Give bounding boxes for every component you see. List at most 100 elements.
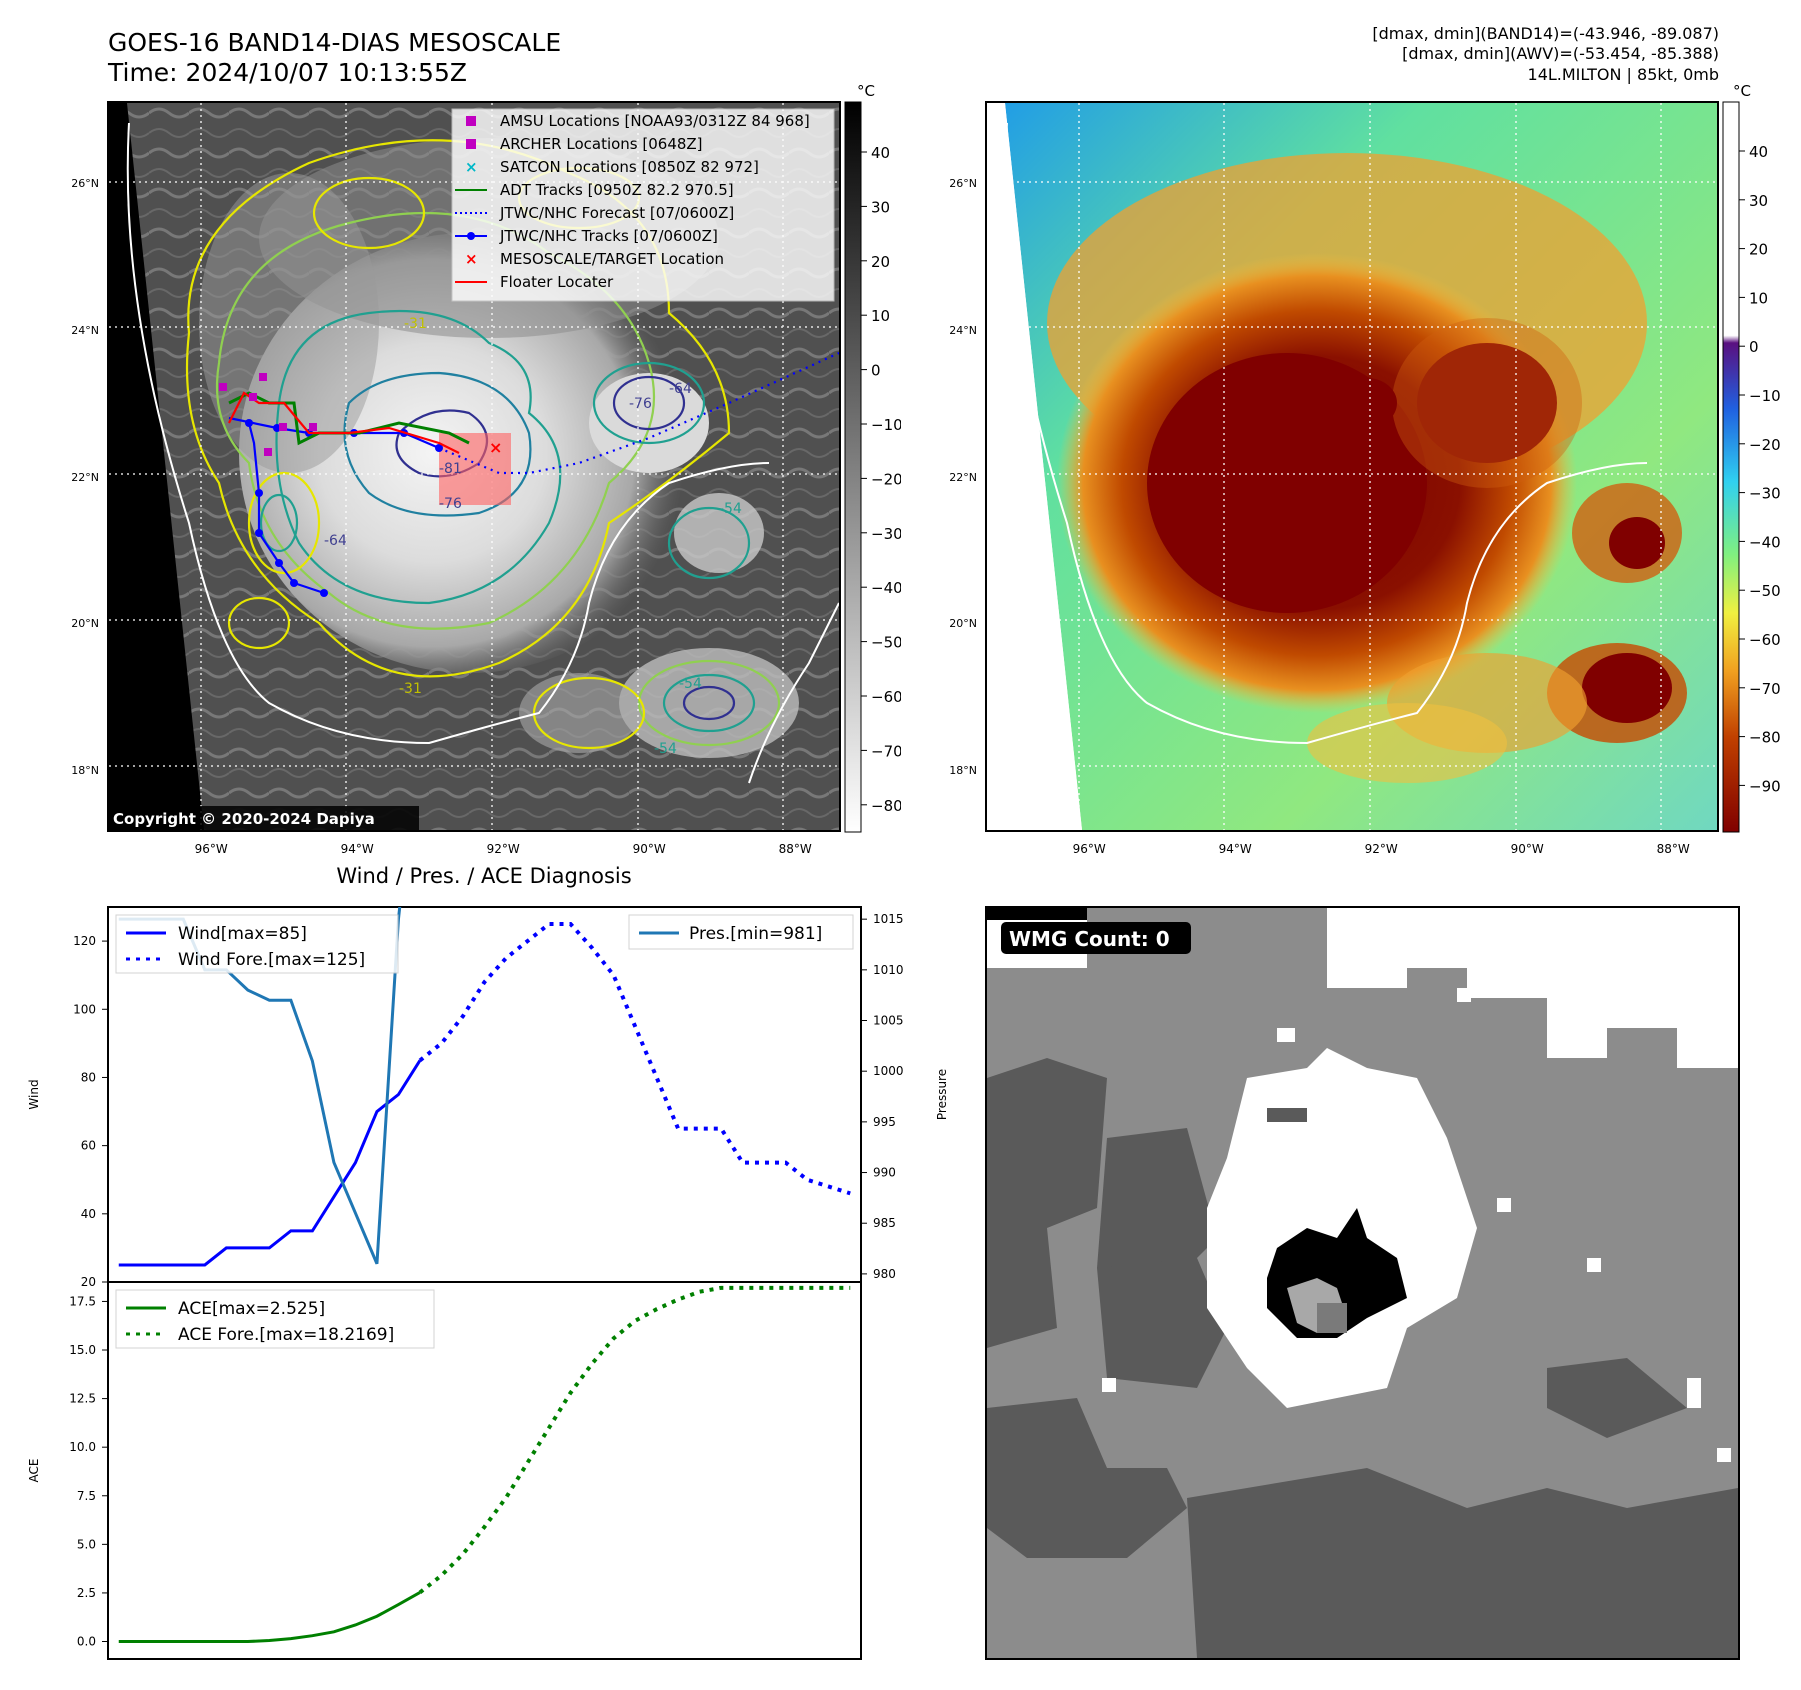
legend-label: Floater Locater	[500, 273, 614, 291]
colorbar-tick-label: −50	[1749, 582, 1781, 600]
svg-text:×: ×	[465, 158, 478, 176]
lon-tick-label: 96°W	[1072, 842, 1106, 856]
info-storm: 14L.MILTON | 85kt, 0mb	[1527, 65, 1719, 84]
adt-track	[228, 391, 470, 446]
pressure-legend: Pres.[min=981]	[628, 914, 854, 950]
ace-legend: ACE[max=2.525] ACE Fore.[max=18.2169]	[115, 1289, 435, 1349]
awv-colorbar-unit: °C	[1733, 85, 1751, 100]
colorbar-tick-label: −20	[1749, 436, 1781, 454]
colorbar-tick-label: 30	[1749, 192, 1768, 210]
pressure-tick-label: 1010	[873, 963, 904, 977]
colorbar-tick-label: 20	[1749, 241, 1768, 259]
diagnosis-chart: 120 100 80 60 40 20 1015 1010 1005 1000 995 990 985 9…	[27, 906, 949, 1660]
colorbar-tick-label: −10	[1749, 387, 1781, 405]
ir-colorbar: °C 40 30 20 10 0 −10 −20 −30 −40 −50 −60 −70 −80	[844, 85, 901, 833]
ace-axis-label: ACE	[27, 1459, 41, 1483]
wind-tick-label: 120	[73, 934, 96, 948]
figure-time: Time: 2024/10/07 10:13:55Z	[108, 58, 467, 87]
wmg-count-badge: WMG Count: 0	[1009, 927, 1170, 951]
lon-tick-label: 92°W	[1364, 842, 1398, 856]
colorbar-tick-label: 0	[1749, 338, 1759, 356]
wind-axis-label: Wind	[27, 1079, 41, 1109]
legend-item: AMSU Locations [NOAA93/0312Z 84 968]	[466, 112, 810, 130]
legend-item: JTWC/NHC Forecast [07/0600Z]	[455, 204, 734, 222]
contour-label: -54	[654, 741, 677, 757]
ace-tick-label: 2.5	[77, 1586, 96, 1600]
pressure-axis-label: Pressure	[935, 1069, 949, 1120]
contour-label: -76	[629, 396, 652, 412]
legend-label: AMSU Locations [NOAA93/0312Z 84 968]	[500, 112, 810, 130]
ace-tick-label: 12.5	[69, 1392, 96, 1406]
ace-tick-label: 0.0	[77, 1635, 96, 1649]
lon-tick-label: 88°W	[778, 842, 812, 856]
awv-map-svg	[987, 103, 1717, 830]
ir-map-panel: × -81 -76 -64 -31 -54 -76 -64 -54 -31 -5…	[107, 101, 841, 832]
legend-label: JTWC/NHC Forecast [07/0600Z]	[499, 204, 734, 222]
legend-item: JTWC/NHC Tracks [07/0600Z]	[455, 227, 718, 245]
awv-map-panel	[985, 101, 1719, 832]
colorbar-tick-label: 20	[871, 253, 890, 271]
lon-tick-label: 90°W	[1510, 842, 1544, 856]
jtwc-forecast	[438, 351, 839, 475]
figure-title: GOES-16 BAND14-DIAS MESOSCALE	[108, 28, 562, 57]
colorbar-tick-label: −40	[1749, 533, 1781, 551]
lon-tick-label: 88°W	[1656, 842, 1690, 856]
lat-tick-label: 26°N	[949, 176, 977, 190]
pressure-tick-label: 985	[873, 1216, 896, 1230]
ir-colorbar-unit: °C	[857, 85, 875, 100]
target-marker: ×	[489, 438, 502, 457]
colorbar-tick-label: 40	[1749, 143, 1768, 161]
colorbar-tick-label: −10	[871, 416, 901, 434]
lat-tick-label: 24°N	[71, 323, 99, 337]
lat-tick-label: 20°N	[71, 617, 99, 631]
lat-tick-label: 26°N	[71, 176, 99, 190]
colorbar-tick-label: 0	[871, 362, 881, 380]
contour-label: -81	[439, 461, 462, 477]
colorbar-tick-label: −90	[1749, 777, 1781, 795]
contour-label: -31	[399, 681, 422, 697]
pressure-tick-label: 1005	[873, 1014, 904, 1028]
colorbar-tick-label: 10	[1749, 289, 1768, 307]
pressure-tick-label: 1000	[873, 1064, 904, 1078]
colorbar-tick-label: −20	[871, 470, 901, 488]
lat-tick-label: 24°N	[949, 323, 977, 337]
contour-label: -76	[439, 496, 462, 512]
colorbar-tick-label: 40	[871, 144, 890, 162]
svg-text:×: ×	[465, 250, 478, 268]
colorbar-tick-label: −50	[871, 634, 901, 652]
ace-tick-label: 5.0	[77, 1537, 96, 1551]
legend-label: ADT Tracks [0950Z 82.2 970.5]	[500, 181, 734, 199]
wind-tick-label: 80	[81, 1070, 96, 1084]
contour-label: -54	[719, 501, 742, 517]
pressure-tick-label: 980	[873, 1267, 896, 1281]
lon-tick-label: 90°W	[632, 842, 666, 856]
colorbar-tick-label: −80	[871, 797, 901, 815]
floater-box	[439, 433, 511, 505]
wind-legend: Wind[max=85] Wind Fore.[max=125]	[115, 914, 399, 974]
contour-label: -64	[324, 533, 347, 549]
legend-label: ARCHER Locations [0648Z]	[500, 135, 703, 153]
lon-tick-label: 94°W	[1218, 842, 1252, 856]
ace-tick-label: 7.5	[77, 1489, 96, 1503]
ir-legend: AMSU Locations [NOAA93/0312Z 84 968] ARCH…	[451, 108, 835, 302]
legend-label: Pres.[min=981]	[689, 924, 822, 944]
lat-tick-label: 18°N	[71, 764, 99, 778]
colorbar-tick-label: −70	[1749, 680, 1781, 698]
pressure-tick-label: 990	[873, 1166, 896, 1180]
ace-axes	[107, 1281, 862, 1660]
legend-label: Wind[max=85]	[178, 924, 307, 944]
ace-tick-label: 17.5	[69, 1294, 96, 1308]
colorbar-tick-label: 10	[871, 307, 890, 325]
legend-item: Floater Locater	[455, 273, 614, 291]
lat-tick-label: 18°N	[949, 764, 977, 778]
colorbar-tick-label: −70	[871, 742, 901, 760]
colorbar-tick-label: −60	[871, 688, 901, 706]
ir-map-svg: × -81 -76 -64 -31 -54 -76 -64 -54 -31 -5…	[109, 103, 839, 830]
legend-item: × MESOSCALE/TARGET Location	[465, 250, 724, 268]
lat-tick-label: 22°N	[71, 470, 99, 484]
pressure-tick-label: 1015	[873, 912, 904, 926]
copyright-label: Copyright © 2020-2024 Dapiya	[113, 810, 375, 828]
colorbar-tick-label: −30	[871, 525, 901, 543]
lon-tick-label: 96°W	[194, 842, 228, 856]
colorbar-tick-label: −80	[1749, 729, 1781, 747]
